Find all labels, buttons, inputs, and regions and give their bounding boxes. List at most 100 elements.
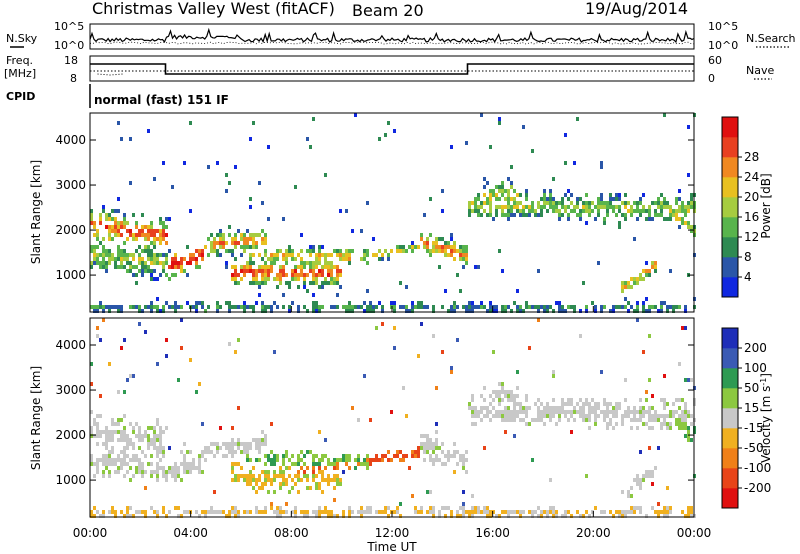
heatmap-cell	[150, 225, 153, 229]
heatmap-cell	[294, 269, 297, 273]
heatmap-cell	[441, 305, 444, 309]
heatmap-cell	[666, 422, 669, 426]
heatmap-cell	[501, 205, 504, 209]
heatmap-cell	[273, 277, 276, 281]
heatmap-cell	[321, 245, 324, 249]
heatmap-cell	[171, 185, 174, 189]
heatmap-cell	[102, 305, 105, 309]
heatmap-cell	[549, 510, 552, 514]
heatmap-cell	[681, 410, 684, 414]
heatmap-cell	[504, 394, 507, 398]
heatmap-cell	[210, 442, 213, 446]
heatmap-cell	[90, 217, 93, 221]
heatmap-cell	[129, 269, 132, 273]
heatmap-cell	[381, 454, 384, 458]
heatmap-cell	[159, 458, 162, 462]
heatmap-cell	[552, 209, 555, 213]
heatmap-cell	[405, 414, 408, 418]
heatmap-cell	[255, 438, 258, 442]
heatmap-cell	[210, 249, 213, 253]
heatmap-cell	[615, 414, 618, 418]
heatmap-cell	[219, 237, 222, 241]
heatmap-cell	[402, 386, 405, 390]
heatmap-cell	[471, 201, 474, 205]
cpid-label: CPID	[6, 90, 35, 103]
heatmap-cell	[90, 249, 93, 253]
heatmap-cell	[150, 257, 153, 261]
heatmap-cell	[414, 506, 417, 510]
heatmap-cell	[528, 305, 531, 309]
heatmap-cell	[360, 229, 363, 233]
heatmap-cell	[156, 257, 159, 261]
heatmap-cell	[282, 253, 285, 257]
heatmap-cell	[540, 205, 543, 209]
heatmap-cell	[507, 305, 510, 309]
heatmap-cell	[261, 277, 264, 281]
heatmap-cell	[339, 458, 342, 462]
heatmap-cell	[246, 265, 249, 269]
heatmap-cell	[549, 478, 552, 482]
heatmap-cell	[669, 422, 672, 426]
heatmap-cell	[147, 257, 150, 261]
heatmap-cell	[141, 213, 144, 217]
heatmap-cell	[510, 209, 513, 213]
heatmap-cell	[90, 213, 93, 217]
heatmap-cell	[375, 253, 378, 257]
heatmap-cell	[144, 430, 147, 434]
heatmap-cell	[123, 462, 126, 466]
heatmap-cell	[318, 245, 321, 249]
heatmap-cell	[147, 269, 150, 273]
heatmap-cell	[615, 197, 618, 201]
heatmap-cell	[483, 398, 486, 402]
heatmap-cell	[99, 265, 102, 269]
heatmap-cell	[171, 257, 174, 261]
colorbar-segment	[722, 197, 738, 218]
heatmap-cell	[102, 309, 105, 313]
heatmap-cell	[684, 414, 687, 418]
heatmap-cell	[258, 510, 261, 514]
heatmap-cell	[99, 338, 102, 342]
heatmap-cell	[444, 462, 447, 466]
heatmap-cell	[651, 426, 654, 430]
heatmap-cell	[297, 474, 300, 478]
heatmap-cell	[309, 261, 312, 265]
heatmap-cell	[156, 466, 159, 470]
heatmap-cell	[297, 265, 300, 269]
heatmap-cell	[663, 205, 666, 209]
heatmap-cell	[594, 506, 597, 510]
heatmap-cell	[228, 450, 231, 454]
heatmap-cell	[291, 269, 294, 273]
heatmap-cell	[489, 301, 492, 305]
heatmap-cell	[225, 265, 228, 269]
heatmap-cell	[213, 245, 216, 249]
heatmap-cell	[165, 470, 168, 474]
heatmap-cell	[264, 253, 267, 257]
heatmap-cell	[321, 285, 324, 289]
heatmap-cell	[330, 265, 333, 269]
heatmap-cell	[339, 478, 342, 482]
heatmap-cell	[216, 301, 219, 305]
heatmap-cell	[612, 205, 615, 209]
heatmap-cell	[543, 414, 546, 418]
heatmap-cell	[336, 253, 339, 257]
heatmap-cell	[690, 414, 693, 418]
heatmap-cell	[300, 450, 303, 454]
heatmap-cell	[441, 450, 444, 454]
heatmap-cell	[672, 410, 675, 414]
heatmap-cell	[597, 205, 600, 209]
heatmap-cell	[558, 301, 561, 305]
heatmap-cell	[519, 510, 522, 514]
heatmap-cell	[330, 462, 333, 466]
heatmap-cell	[648, 217, 651, 221]
heatmap-cell	[234, 350, 237, 354]
x-tick-label: 12:00	[375, 526, 410, 540]
heatmap-cell	[498, 185, 501, 189]
heatmap-cell	[642, 269, 645, 273]
heatmap-cell	[96, 414, 99, 418]
heatmap-cell	[339, 482, 342, 486]
heatmap-cell	[114, 422, 117, 426]
heatmap-cell	[159, 438, 162, 442]
heatmap-cell	[666, 205, 669, 209]
heatmap-cell	[294, 506, 297, 510]
heatmap-cell	[546, 201, 549, 205]
